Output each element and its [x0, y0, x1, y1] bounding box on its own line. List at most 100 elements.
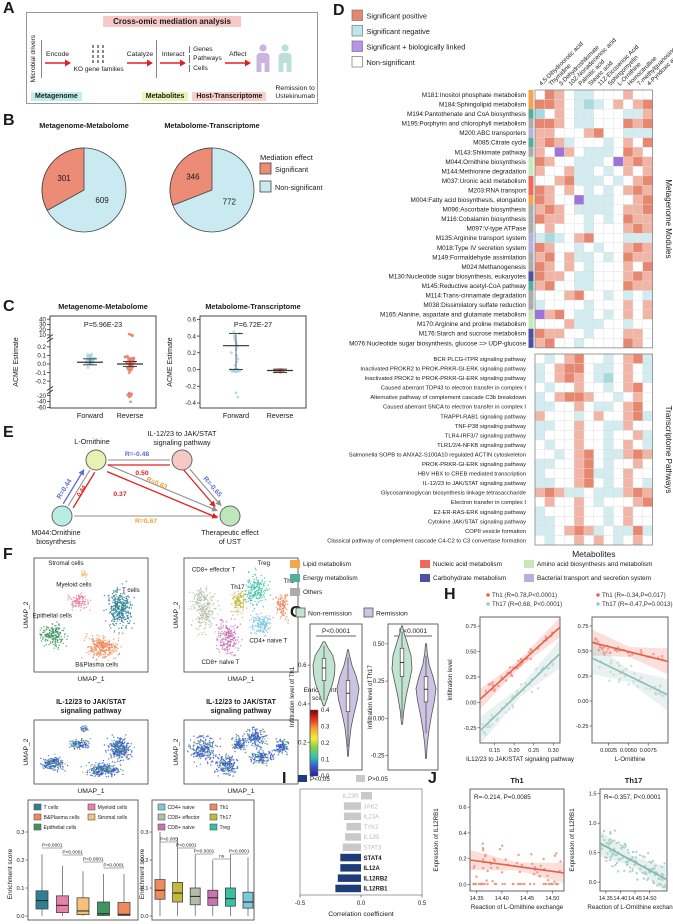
colorbar-title: score — [312, 695, 328, 702]
node-label: M044:Ornithine — [31, 528, 80, 537]
row-label: M097:V-type ATPase — [466, 226, 526, 233]
y-axis-label: Expression of IL12RB1 — [569, 808, 576, 872]
violin-legend-label: Non-remission — [308, 611, 352, 618]
svg-text:40: 40 — [39, 316, 46, 323]
row-label: M143:Shikimate pathway — [455, 149, 527, 156]
svg-text:-40: -40 — [37, 399, 47, 406]
svg-text:0.6: 0.6 — [187, 317, 196, 324]
category-legend-item: Nucleic acid metabolism — [420, 560, 502, 568]
row-label: TNF-P38 signaling pathway — [455, 424, 526, 430]
row-label: Inactivated PROK2 to PROK-PRKR-GI-ERK si… — [365, 376, 527, 382]
p-value: P<0.0001 — [176, 843, 197, 849]
row-label: M181:Inositol phosphate metabolism — [422, 92, 526, 99]
gene-label: IL12A — [364, 866, 381, 872]
category-swatch — [524, 560, 534, 568]
affect-step: Affect — [224, 51, 251, 67]
x-axis-label: Reaction of L-Ornithine exchange — [471, 904, 564, 911]
cluster-label: B&Plasma cells — [75, 661, 118, 668]
pie-value: 301 — [57, 174, 71, 183]
cluster-label: CD8+ effector T — [192, 567, 236, 574]
row-label: Electron transfer in complex I — [451, 500, 526, 506]
row-label: E2-ER-RAS-ERK signaling pathway — [434, 510, 527, 516]
svg-text:0.2: 0.2 — [187, 350, 196, 357]
category-legend-item: Others — [290, 588, 322, 596]
panel-a: Cross-omic mediation analysis Microbial … — [26, 12, 318, 104]
plot-title: Th17 — [625, 776, 643, 785]
umap1-axis-label: UMAP_1 — [77, 788, 104, 795]
svg-text:-60: -60 — [37, 405, 47, 412]
panel-e-letter: E — [3, 424, 14, 441]
boxplot-legend-label: CD8+ naive — [168, 825, 195, 831]
cluster-label: Treg — [258, 560, 271, 567]
ko-dots-icon — [91, 45, 106, 64]
host-targets: Genes Pathways Cells — [189, 45, 222, 73]
boxplot-legend-label: Th1 — [220, 805, 229, 811]
row-label: M116:Cobalamin biosynthesis — [441, 216, 526, 223]
violin-legend-label: Remission — [376, 611, 408, 618]
umap1-axis-label: UMAP_1 — [77, 676, 104, 683]
row-label: M096:Ascorbate biosynthesis — [443, 207, 526, 214]
y-axis-label: Infiltration level of Th1 — [289, 666, 296, 727]
panel-g-violins: Non-remission Remission Infiltration level… — [289, 607, 439, 771]
p-value: P<0.0001 — [229, 849, 250, 855]
y-axis-label: Enrichment score — [139, 848, 146, 899]
boxplot-legend-label: T cells — [44, 805, 59, 811]
panel-j-letter: J — [428, 770, 437, 787]
gene-label: IL23A — [364, 815, 380, 821]
tag-metagenome: Metagenome — [31, 92, 82, 101]
x-tick-label: Reverse — [117, 411, 144, 420]
svg-text:10: 10 — [39, 332, 46, 339]
row-label: M170:Arginine and proline metabolism — [417, 321, 526, 328]
ko-gene-families: KO gene families — [74, 45, 124, 73]
node-label: IL-12/23 to JAK/STAT — [148, 429, 217, 438]
category-swatch — [290, 574, 300, 582]
pie-legend-title: Mediation effect — [260, 153, 314, 162]
cluster-label: Th17 — [231, 584, 246, 591]
svg-text:-20: -20 — [37, 393, 47, 400]
cluster-label: CD4+ naive T — [249, 637, 287, 644]
row-label: M038:Dissimilatory sulfate reduction — [423, 302, 526, 309]
svg-text:0.0: 0.0 — [37, 361, 46, 368]
pie-value: 772 — [223, 197, 237, 206]
panel-b-pies: Metagenome-Metabolome 301 609 Metabolome-Tr… — [39, 121, 323, 233]
node-label: Therapeutic effect — [201, 528, 258, 537]
umap2-axis-label: UMAP_2 — [173, 738, 180, 765]
p-value: P<0.005 — [160, 837, 178, 843]
boxplot-legend-label: Epithelial cells — [44, 825, 77, 831]
boxplot-legend-label: Myeloid cells — [98, 805, 128, 811]
y-axis-label: Enrichment score — [7, 848, 14, 899]
plot-title: Th1 — [510, 776, 523, 785]
edge-label: 0.50 — [135, 470, 148, 477]
heatmap-legend-label: Non-significant — [367, 58, 415, 67]
row-label: M194:Pantothenate and CoA biosynthesis — [407, 111, 526, 118]
p-value: P<0.0001 — [103, 863, 124, 869]
y-axis-label: Infiltration level — [447, 659, 454, 700]
p-value: ns — [219, 855, 225, 860]
gene-label: STAT3 — [364, 846, 382, 852]
category-swatch — [420, 560, 430, 568]
row-label: M145:Reductive acetyl-CoA pathway — [422, 283, 527, 290]
patients-icon — [256, 44, 292, 72]
panel-c-letter: C — [3, 298, 15, 315]
svg-text:0.4: 0.4 — [187, 333, 196, 340]
panel-d-letter: D — [333, 2, 345, 19]
row-label: Inactivated PROKR2 to PROK-PRKR-GI-ERK s… — [360, 367, 526, 373]
umap1-axis-label: UMAP_1 — [227, 676, 254, 683]
row-label: COPII vesicle formation — [465, 529, 526, 535]
row-label: M018:Type IV secretion system — [437, 245, 526, 252]
gene-label: STAT4 — [364, 856, 383, 862]
panel-f-umaps: UMAP_1 UMAP_2 UMAP_1 UMAP_2 Stromal cells Mye… — [7, 557, 337, 921]
cluster-label: CD8+ naive T — [202, 659, 240, 666]
edge-label: R=0.67 — [135, 518, 157, 525]
row-label: TLR4-IRF3/7 signaling pathway — [445, 433, 526, 439]
boxplot-legend-label: Stromal cells — [98, 815, 128, 821]
boxplot-legend-label: CD4+ naive — [168, 805, 195, 811]
boxplot-legend-label: Treg — [220, 825, 231, 831]
row-label: M176:Starch and sucrose metabolism — [419, 331, 526, 338]
category-swatch — [290, 588, 300, 596]
catalyze-step: Catalyze — [127, 51, 153, 67]
svg-text:-0.1: -0.1 — [35, 370, 46, 377]
row-label: HBV HBX to CREB mediated transcription — [418, 472, 526, 478]
svg-text:-0.4: -0.4 — [185, 400, 196, 407]
category-swatch — [524, 574, 534, 582]
